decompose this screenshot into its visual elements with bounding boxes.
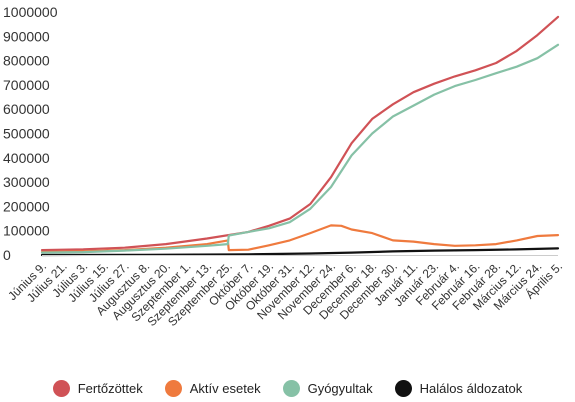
y-tick-label: 200000: [3, 198, 50, 214]
y-tick-label: 900000: [3, 28, 50, 44]
series-lines: [40, 15, 560, 257]
legend-swatch: [164, 379, 182, 397]
y-tick-label: 600000: [3, 101, 50, 117]
legend-item[interactable]: Gyógyultak: [282, 379, 373, 397]
y-tick-label: 1000000: [3, 4, 58, 20]
legend-swatch: [52, 379, 70, 397]
y-tick-label: 0: [3, 247, 11, 263]
legend-label: Fertőzöttek: [77, 380, 143, 396]
series-line: [40, 224, 560, 254]
legend-item[interactable]: Fertőzöttek: [52, 379, 143, 397]
legend: Fertőzöttek Aktív esetek Gyógyultak Halálos…: [0, 377, 575, 399]
y-tick-label: 400000: [3, 150, 50, 166]
y-tick-label: 800000: [3, 53, 50, 69]
line-chart: 0 100000 200000 300000 400000 500000 600000 700…: [3, 4, 565, 330]
x-axis-ticks: Június 9.Július 21.Július 3.Július 15.Jú…: [5, 259, 565, 330]
legend-label: Gyógyultak: [307, 380, 373, 396]
legend-item[interactable]: Aktív esetek: [164, 379, 261, 397]
y-tick-label: 500000: [3, 126, 50, 142]
legend-label: Halálos áldozatok: [419, 380, 523, 396]
legend-item[interactable]: Halálos áldozatok: [394, 379, 523, 397]
series-line: [40, 43, 560, 254]
y-tick-label: 100000: [3, 223, 50, 239]
y-tick-label: 700000: [3, 77, 50, 93]
legend-swatch: [282, 379, 300, 397]
y-tick-label: 300000: [3, 174, 50, 190]
legend-swatch: [394, 379, 412, 397]
series-line: [40, 15, 560, 252]
y-axis-ticks: 0 100000 200000 300000 400000 500000 600000 700…: [3, 4, 58, 263]
legend-label: Aktív esetek: [189, 380, 261, 396]
series-line: [40, 247, 560, 257]
